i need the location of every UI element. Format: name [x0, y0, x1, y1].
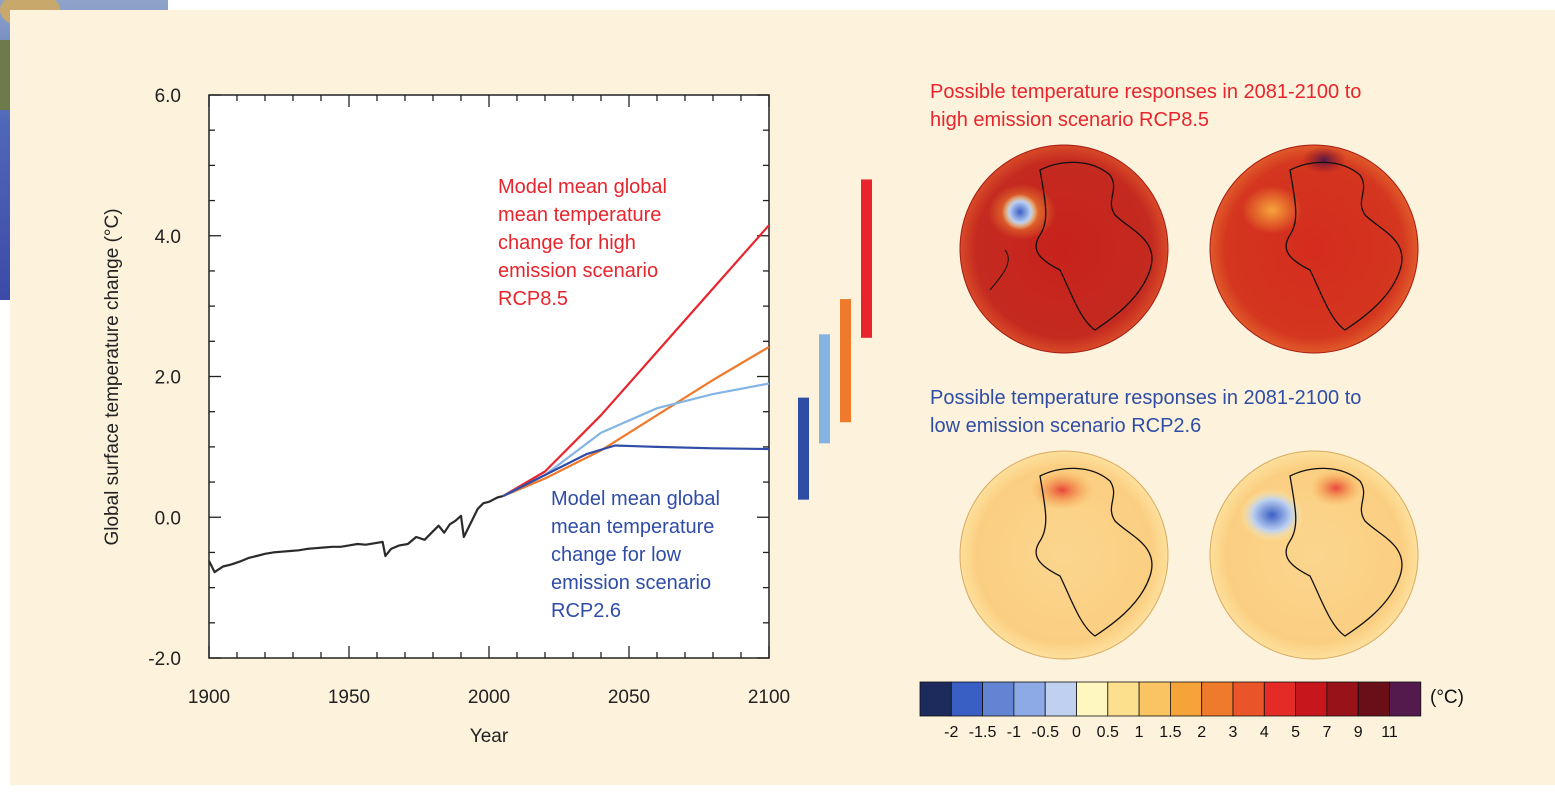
range-bar	[840, 299, 851, 423]
colorbar-cell	[1201, 681, 1234, 717]
y-tick-label: 4.0	[155, 227, 181, 248]
colorbar-cell	[1013, 681, 1046, 717]
y-tick-label: 2.0	[155, 368, 181, 389]
colorbar-tick-label: -0.5	[1031, 724, 1059, 741]
annotation-low: Model mean global mean temperature chang…	[551, 488, 720, 622]
colorbar-tick-label: 7	[1322, 724, 1331, 741]
colorbar-cell	[1232, 681, 1265, 717]
series-line	[502, 345, 770, 498]
x-tick-label: 1950	[328, 687, 370, 708]
x-tick-label: 2000	[468, 687, 510, 708]
colorbar-cell	[1138, 681, 1171, 717]
colorbar-tick-label: 0	[1072, 724, 1081, 741]
range-bars	[798, 179, 872, 500]
globe-rcp85-left	[959, 144, 1169, 354]
colorbar-cell	[1107, 681, 1140, 717]
annotation-high-line: emission scenario	[498, 260, 658, 282]
globe-title-high: high emission scenario RCP8.5	[930, 109, 1209, 131]
annotation-high-line: Model mean global	[498, 176, 667, 198]
y-tick-label: 6.0	[155, 86, 181, 107]
annotation-high-line: change for high	[498, 232, 636, 254]
x-tick-label: 1900	[188, 687, 230, 708]
y-axis-title: Global surface temperature change (°C)	[102, 208, 123, 545]
annotation-low-line: RCP2.6	[551, 600, 621, 622]
colorbar-labels: -2 -1.5 -1 -0.5 0 0.5 1 1.5 2 3 4 5 7 9 11	[944, 724, 1398, 741]
annotation-high: Model mean global mean temperature chang…	[498, 176, 667, 310]
colorbar-tick-label: 2	[1197, 724, 1206, 741]
y-tick-labels: -2.0 0.0 2.0 4.0 6.0	[148, 86, 181, 670]
colorbar-cell	[1389, 681, 1422, 717]
colorbar-tick-label: 0.5	[1097, 724, 1119, 741]
colorbar-tick-label: 3	[1229, 724, 1238, 741]
range-bar	[819, 334, 830, 444]
annotation-low-line: mean temperature	[551, 516, 714, 538]
colorbar-unit: (°C)	[1430, 687, 1464, 708]
globe-rcp85-right	[1209, 144, 1419, 354]
globe-title-high: Possible temperature responses in 2081-2…	[930, 81, 1361, 103]
colorbar-cell	[1357, 681, 1390, 717]
globe-rcp26-right	[1209, 450, 1419, 660]
colorbar-cell	[982, 681, 1015, 717]
y-tick-label: -2.0	[148, 649, 181, 670]
colorbar-cell	[1076, 681, 1109, 717]
colorbar-tick-label: 9	[1354, 724, 1363, 741]
axis-ticks	[208, 94, 770, 659]
colorbar-cell	[1295, 681, 1328, 717]
colorbar-tick-label: 4	[1260, 724, 1269, 741]
globe-rcp26-left	[959, 450, 1169, 660]
colorbar-tick-label: 11	[1381, 724, 1398, 741]
colorbar-tick-label: -1	[1007, 724, 1021, 741]
annotation-low-line: Model mean global	[551, 488, 720, 510]
colorbar-tick-label: -2	[944, 724, 958, 741]
x-tick-label: 2050	[608, 687, 650, 708]
colorbar	[919, 681, 1422, 717]
annotation-low-line: emission scenario	[551, 572, 711, 594]
colorbar-tick-label: 5	[1291, 724, 1300, 741]
colorbar-cell	[919, 681, 952, 717]
colorbar-cell	[1326, 681, 1359, 717]
series-line	[208, 495, 504, 574]
colorbar-tick-label: 1.5	[1159, 724, 1181, 741]
range-bar	[798, 397, 809, 500]
y-tick-label: 0.0	[155, 508, 181, 529]
annotation-low-line: change for low	[551, 544, 682, 566]
x-tick-labels: 1900 1950 2000 2050 2100	[188, 687, 790, 708]
globe-title-low: Possible temperature responses in 2081-2…	[930, 387, 1361, 409]
annotation-high-line: RCP8.5	[498, 288, 568, 310]
colorbar-cell	[950, 681, 983, 717]
range-bar	[861, 179, 872, 338]
x-axis-title: Year	[470, 726, 509, 747]
series-line	[502, 224, 770, 498]
colorbar-tick-label: 1	[1135, 724, 1144, 741]
annotation-high-line: mean temperature	[498, 204, 661, 226]
globe-title-low: low emission scenario RCP2.6	[930, 415, 1201, 437]
series-line	[502, 444, 770, 498]
colorbar-tick-label: -1.5	[969, 724, 997, 741]
x-tick-label: 2100	[748, 687, 790, 708]
colorbar-cell	[1263, 681, 1297, 717]
series-lines	[208, 224, 770, 574]
colorbar-cell	[1170, 681, 1203, 717]
colorbar-cell	[1044, 681, 1077, 717]
